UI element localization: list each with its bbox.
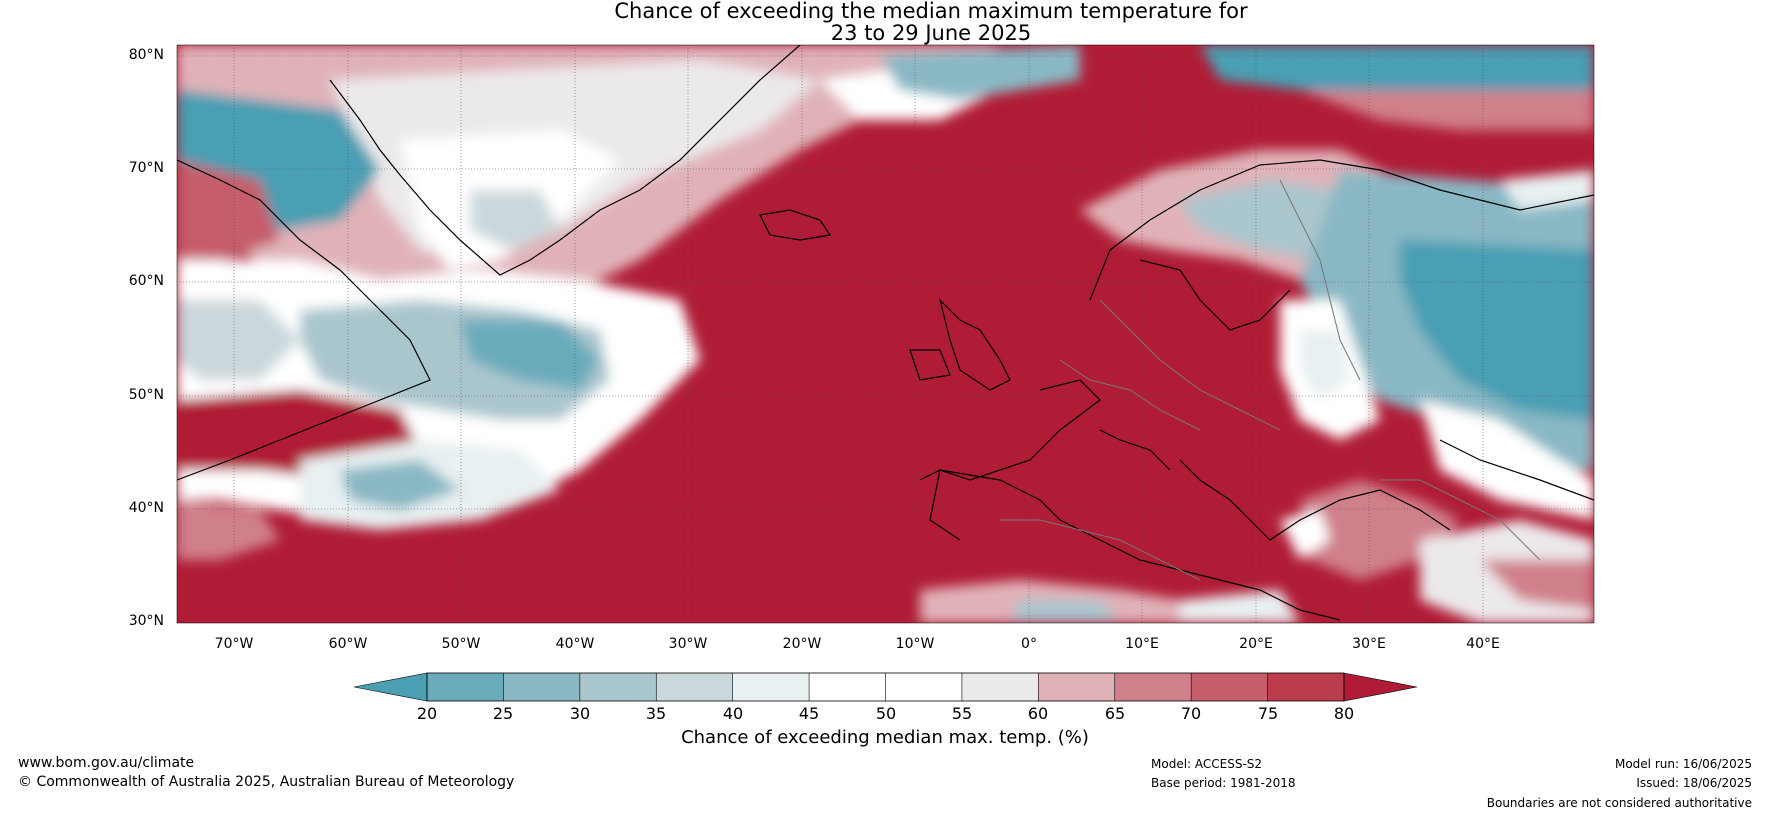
lat-label-50n: 50°N — [128, 387, 164, 403]
colorbar-label: 50 — [875, 704, 897, 723]
colorbar-segment — [885, 673, 963, 701]
graticule — [177, 45, 1594, 623]
copyright-text: © Commonwealth of Australia 2025, Austra… — [18, 774, 515, 790]
lon-label-70w: 70°W — [214, 636, 254, 652]
colorbar-label: 60 — [1027, 704, 1049, 723]
colorbar-segment — [1114, 673, 1192, 701]
colorbar-segment — [809, 673, 886, 701]
base-period-text: Base period: 1981-2018 — [1151, 776, 1296, 790]
map-field — [177, 45, 1594, 623]
colorbar-label: 70 — [1180, 704, 1202, 723]
lon-label-10e: 10°E — [1125, 636, 1159, 652]
colorbar-label: 40 — [722, 704, 744, 723]
model-text: Model: ACCESS-S2 — [1151, 757, 1263, 771]
lon-label-20w: 20°W — [782, 636, 822, 652]
colorbar-segment — [656, 673, 734, 701]
lat-label-40n: 40°N — [128, 500, 164, 516]
colorbar-extend-low — [353, 672, 428, 702]
map-title-line-1: Chance of exceeding the median maximum t… — [614, 0, 1248, 23]
colorbar-label: 65 — [1104, 704, 1126, 723]
colorbar-label: 55 — [951, 704, 973, 723]
colorbar-title: Chance of exceeding median max. temp. (%… — [681, 727, 1089, 748]
lon-label-20e: 20°E — [1239, 636, 1273, 652]
lon-label-60w: 60°W — [328, 636, 368, 652]
website-link[interactable]: www.bom.gov.au/climate — [18, 755, 195, 771]
disclaimer-text: Boundaries are not considered authoritat… — [1486, 796, 1752, 810]
colorbar-extend-high — [1343, 672, 1418, 702]
colorbar-label: 35 — [645, 704, 667, 723]
lat-label-80n: 80°N — [128, 47, 164, 63]
coastlines — [177, 45, 1594, 621]
lon-label-40e: 40°E — [1466, 636, 1500, 652]
colorbar-segment — [579, 673, 657, 701]
colorbar-segment — [1038, 673, 1116, 701]
colorbar-segment — [1267, 673, 1345, 701]
colorbar-segment — [427, 673, 504, 701]
lon-label-30w: 30°W — [668, 636, 708, 652]
colorbar-label: 20 — [416, 704, 438, 723]
colorbar-label: 30 — [569, 704, 591, 723]
colorbar-label: 75 — [1257, 704, 1279, 723]
colorbar-segment — [732, 673, 810, 701]
country-borders — [1000, 179, 1541, 581]
colorbar-label: 25 — [492, 704, 514, 723]
lat-label-30n: 30°N — [128, 613, 164, 629]
map-title-line-2: 23 to 29 June 2025 — [830, 21, 1032, 45]
issued-text: Issued: 18/06/2025 — [1636, 776, 1752, 790]
colorbar — [353, 672, 1418, 702]
colorbar-label: 80 — [1333, 704, 1355, 723]
model-run-text: Model run: 16/06/2025 — [1614, 757, 1752, 771]
lon-label-30e: 30°E — [1352, 636, 1386, 652]
colorbar-segment — [1191, 673, 1269, 701]
lon-label-50w: 50°W — [441, 636, 481, 652]
lat-label-60n: 60°N — [128, 273, 164, 289]
colorbar-frame — [426, 672, 1345, 702]
lon-label-10w: 10°W — [895, 636, 935, 652]
lon-label-0: 0° — [1021, 636, 1037, 652]
lat-label-70n: 70°N — [128, 160, 164, 176]
lon-label-40w: 40°W — [555, 636, 595, 652]
colorbar-segment — [503, 673, 581, 701]
colorbar-label: 45 — [798, 704, 820, 723]
colorbar-segment — [961, 673, 1039, 701]
